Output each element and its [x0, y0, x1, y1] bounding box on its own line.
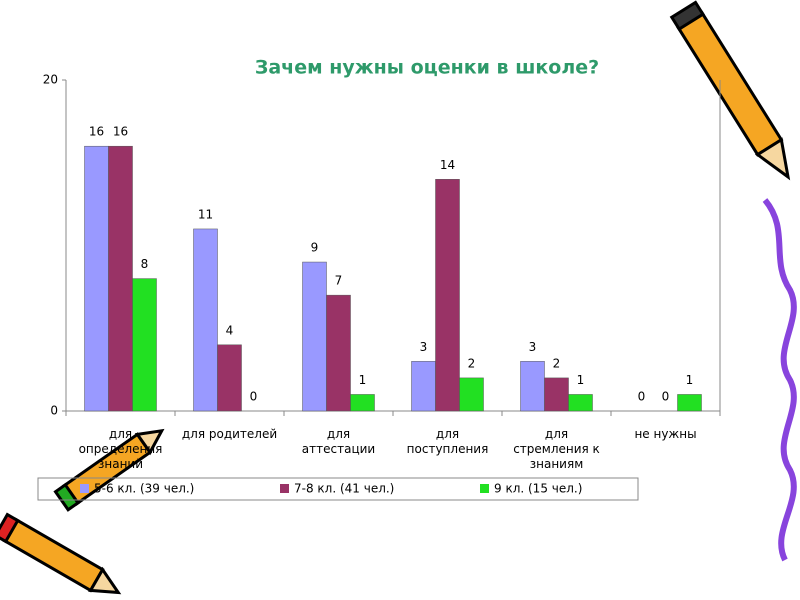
value-label: 4 [226, 323, 234, 337]
legend-label: 9 кл. (15 чел.) [494, 482, 582, 496]
legend-swatch [280, 484, 289, 493]
y-tick-label: 20 [43, 73, 58, 87]
bar [326, 294, 351, 412]
bar [459, 377, 484, 412]
x-tick-label: для поступления [406, 427, 489, 456]
legend-swatch [480, 484, 489, 493]
y-tick-label: 0 [50, 404, 58, 418]
bar [84, 145, 109, 412]
x-tick-label: для родителей [181, 427, 278, 441]
x-tick-label: для определения знаний [78, 427, 163, 471]
bar [568, 394, 593, 412]
value-label: 1 [686, 373, 694, 387]
value-label: 1 [359, 373, 367, 387]
value-label: 0 [638, 390, 646, 404]
decor-pencil [0, 512, 122, 595]
bar [520, 361, 545, 412]
bar [193, 228, 218, 412]
bar [108, 145, 133, 412]
value-label: 14 [440, 158, 455, 172]
x-tick-label: для аттестации [301, 427, 376, 456]
decor-squiggle [762, 198, 797, 562]
chart-title: Зачем нужны оценки в школе? [255, 57, 599, 79]
value-label: 11 [198, 207, 213, 221]
bar [132, 278, 157, 412]
bar [217, 344, 242, 412]
value-label: 0 [662, 390, 670, 404]
value-label: 8 [141, 257, 149, 271]
value-label: 3 [420, 340, 428, 354]
bar [677, 394, 702, 412]
bar [544, 377, 569, 412]
legend-swatch [80, 484, 89, 493]
value-label: 7 [335, 274, 343, 288]
decor-pencil [669, 0, 791, 181]
legend-label: 5-6 кл. (39 чел.) [94, 482, 194, 496]
value-label: 16 [89, 125, 104, 139]
value-label: 0 [250, 390, 258, 404]
value-label: 2 [468, 356, 476, 370]
bar [411, 361, 436, 412]
value-label: 3 [529, 340, 537, 354]
bar [302, 261, 327, 412]
value-label: 9 [311, 241, 319, 255]
value-label: 1 [577, 373, 585, 387]
bar [350, 394, 375, 412]
bar [435, 179, 460, 412]
value-label: 16 [113, 125, 128, 139]
x-tick-label: для стремления к знаниям [513, 427, 600, 471]
legend-box [37, 477, 639, 501]
x-tick-label: не нужны [634, 427, 697, 441]
legend-label: 7-8 кл. (41 чел.) [294, 482, 394, 496]
value-label: 2 [553, 356, 561, 370]
